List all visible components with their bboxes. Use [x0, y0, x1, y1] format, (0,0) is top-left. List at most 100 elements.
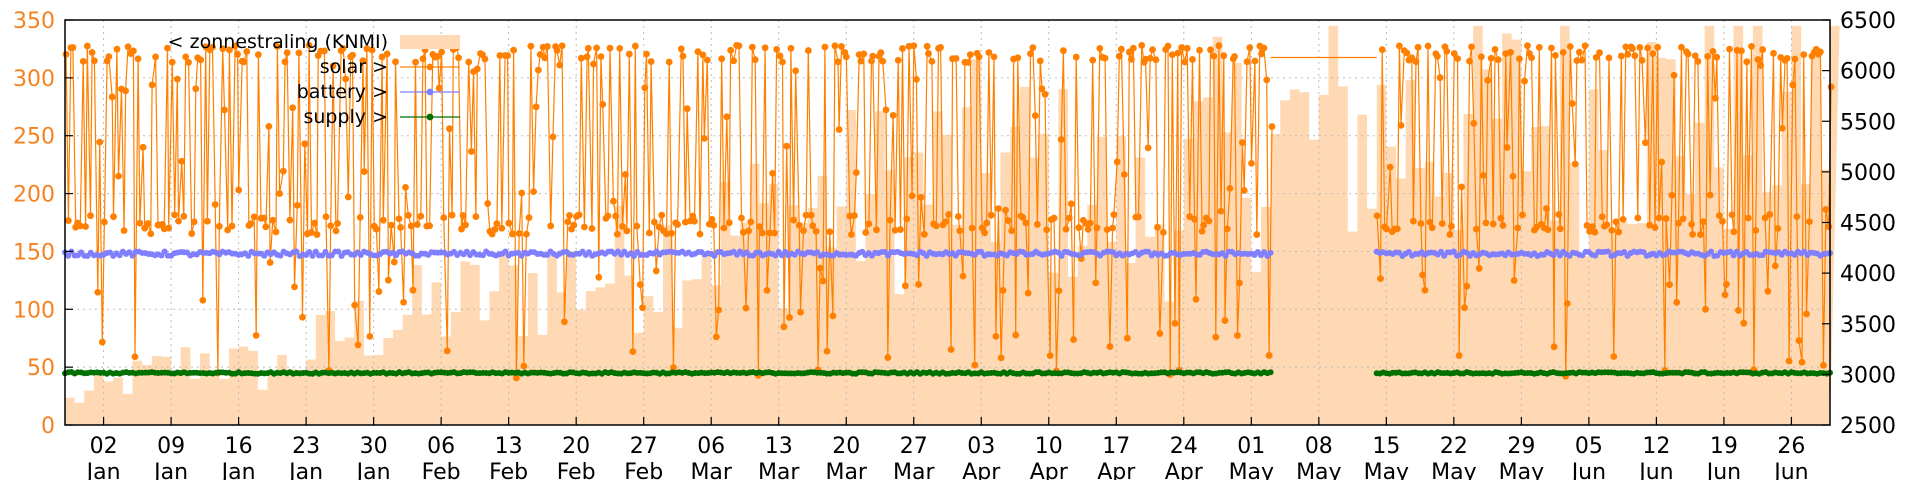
- battery-point: [1267, 249, 1274, 256]
- solar-point: [723, 113, 731, 121]
- solar-point: [790, 216, 798, 224]
- solar-point: [291, 283, 298, 291]
- solar-point: [260, 214, 268, 222]
- solar-point: [1475, 265, 1483, 272]
- solar-point: [1171, 319, 1179, 327]
- solar-point: [332, 227, 340, 235]
- solar-point: [674, 221, 682, 228]
- solar-point: [465, 58, 473, 66]
- solar-point: [354, 341, 362, 349]
- x-tick-day: 06: [697, 434, 725, 459]
- solar-point: [221, 106, 228, 114]
- x-tick-month: Jun: [1570, 460, 1606, 480]
- solar-point: [1559, 48, 1567, 56]
- solar-point: [308, 229, 315, 236]
- legend-label: battery >: [297, 81, 388, 103]
- solar-point: [175, 217, 182, 225]
- solar-point: [397, 224, 404, 231]
- solar-point: [1757, 62, 1764, 69]
- solar-point: [1489, 220, 1497, 228]
- solar-point: [276, 190, 284, 198]
- solar-point: [694, 48, 702, 56]
- battery-point: [129, 252, 136, 259]
- solar-point: [956, 227, 964, 235]
- solar-point: [1709, 47, 1717, 55]
- solar-point: [171, 211, 179, 219]
- solar-point: [795, 221, 803, 229]
- x-tick-month: Feb: [489, 460, 528, 480]
- solar-point: [224, 226, 232, 234]
- solar-point: [88, 49, 96, 56]
- solar-point: [1771, 262, 1779, 270]
- solar-point: [532, 103, 540, 111]
- solar-point: [862, 229, 870, 236]
- solar-point: [771, 229, 778, 237]
- solar-point: [1605, 54, 1613, 62]
- x-tick-month: Mar: [825, 460, 867, 480]
- solar-point: [1789, 81, 1797, 89]
- x-tick-day: 19: [1710, 434, 1738, 459]
- x-tick-month: Jan: [220, 460, 256, 480]
- solar-point: [1258, 50, 1265, 58]
- solar-point: [1480, 172, 1487, 179]
- solar-point: [1827, 83, 1835, 91]
- solar-point: [313, 231, 321, 238]
- solar-point: [197, 56, 205, 64]
- solar-point: [1198, 227, 1206, 235]
- solar-point: [1428, 224, 1436, 232]
- solar-point: [192, 85, 200, 93]
- solar-point: [636, 281, 644, 288]
- solar-point: [730, 57, 738, 65]
- battery-point: [1450, 248, 1457, 255]
- solar-point: [761, 44, 769, 52]
- x-tick-month: May: [1364, 460, 1409, 480]
- solar-point: [165, 224, 173, 232]
- solar-point: [1516, 55, 1523, 63]
- solar-point: [62, 50, 70, 58]
- solar-point: [1062, 225, 1070, 233]
- x-tick-month: Feb: [557, 460, 596, 480]
- solar-point: [928, 58, 936, 65]
- solar-point: [747, 218, 755, 226]
- solar-point: [1466, 57, 1473, 65]
- legend-point-solar: [426, 63, 434, 71]
- solar-point: [339, 45, 347, 52]
- solar-point: [1550, 343, 1558, 351]
- solar-point: [243, 48, 251, 55]
- solar-point: [124, 43, 132, 51]
- solar-point: [738, 214, 745, 222]
- solar-point: [1598, 213, 1606, 221]
- solar-point: [491, 226, 499, 233]
- battery-point: [293, 248, 300, 255]
- solar-point: [1041, 90, 1049, 98]
- solar-point: [113, 45, 121, 53]
- solar-point: [1798, 358, 1806, 366]
- battery-point: [335, 248, 342, 255]
- solar-point: [703, 56, 711, 64]
- solar-point: [590, 60, 597, 68]
- solar-point: [108, 93, 116, 101]
- series-layer: [62, 41, 1835, 382]
- solar-point: [1253, 231, 1261, 238]
- solar-point: [558, 42, 566, 50]
- solar-point: [1191, 215, 1198, 223]
- solar-point: [968, 224, 976, 232]
- solar-point: [373, 225, 380, 233]
- solar-point: [937, 44, 944, 51]
- solar-point: [1067, 200, 1075, 208]
- solar-point: [404, 211, 412, 219]
- solar-point: [311, 219, 318, 227]
- solar-point: [1484, 76, 1492, 84]
- x-tick-month: Mar: [690, 460, 732, 480]
- y-right-tick-label: 4500: [1840, 212, 1896, 237]
- legend-label: < zonnestraling (KNMI): [168, 31, 388, 53]
- solar-point: [1373, 212, 1381, 220]
- solar-point: [1223, 225, 1231, 233]
- solar-point: [1443, 47, 1451, 55]
- solar-point: [1472, 225, 1480, 233]
- x-tick-month: Jan: [85, 460, 121, 480]
- solar-point: [1110, 211, 1118, 219]
- solar-point: [164, 44, 171, 52]
